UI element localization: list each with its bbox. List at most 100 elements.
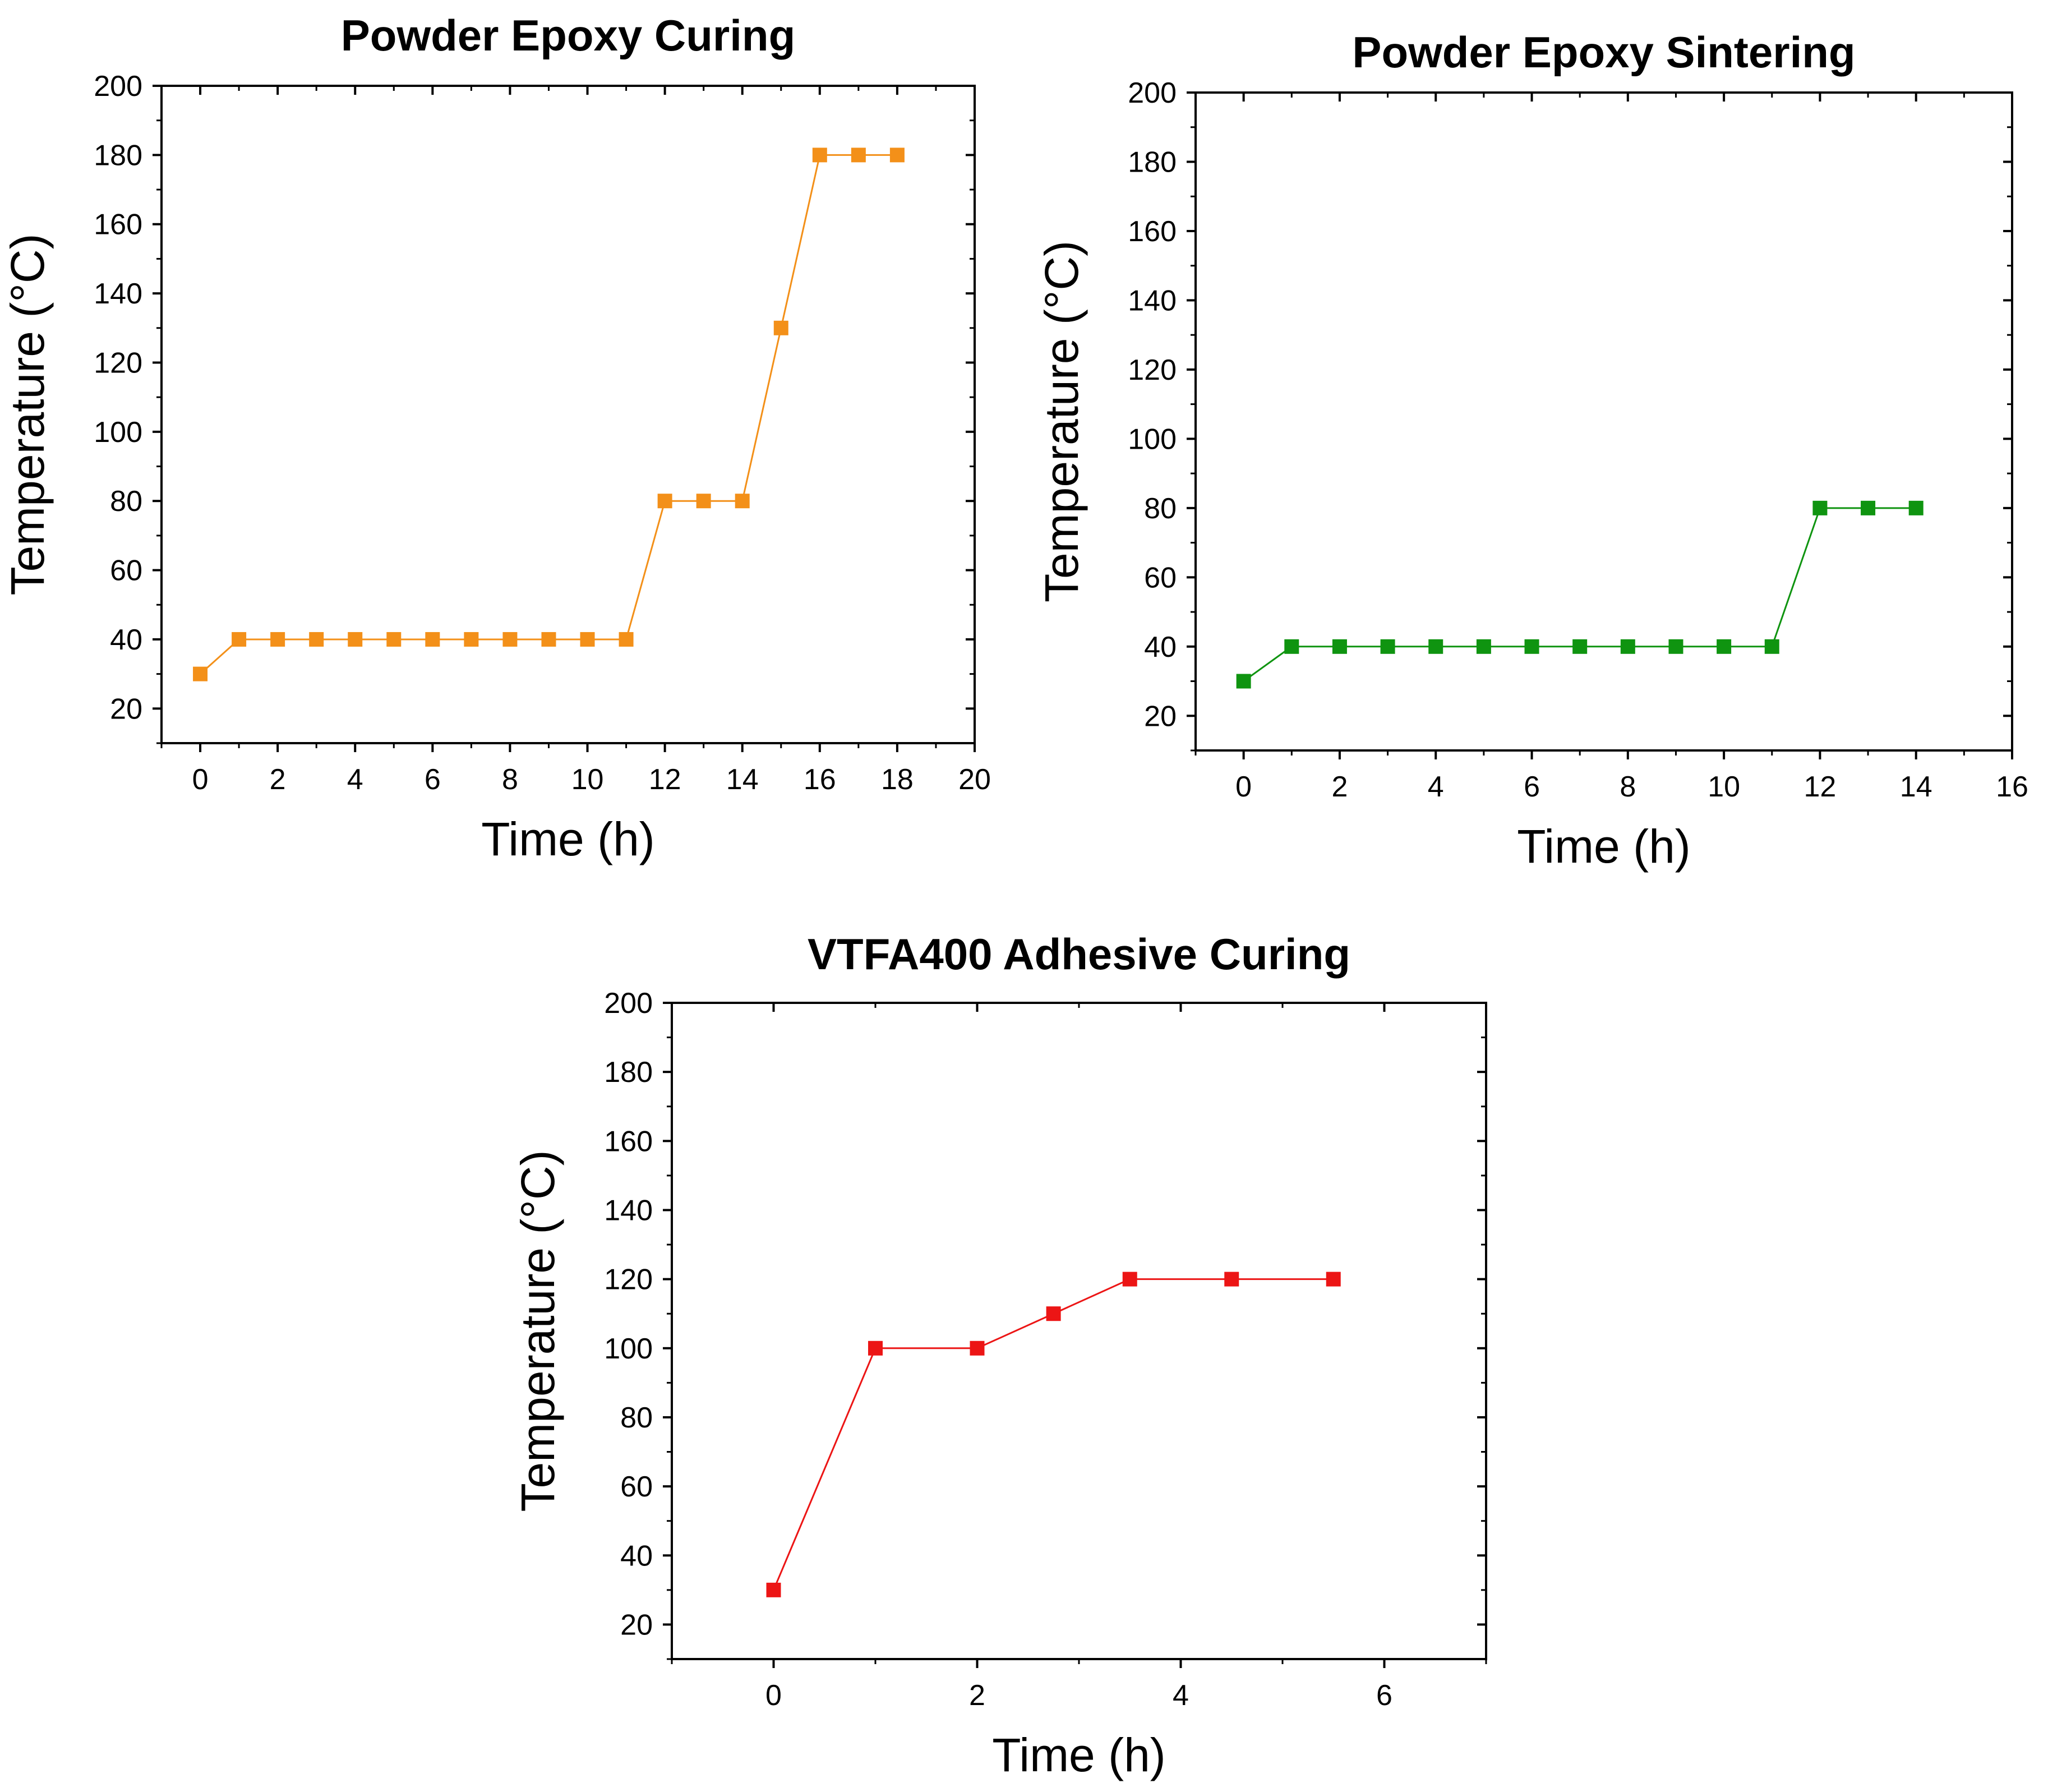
- y-tick-label: 120: [604, 1264, 653, 1296]
- y-axis-label: Temperature (°C): [511, 1150, 564, 1512]
- x-tick-label: 4: [1428, 771, 1444, 803]
- x-axis-label: Time (h): [481, 813, 655, 865]
- data-point-17h: [851, 148, 866, 163]
- chart-title: VTFA400 Adhesive Curing: [808, 929, 1350, 979]
- data-point-4h: [1428, 639, 1443, 654]
- x-tick-label: 8: [502, 763, 518, 796]
- data-point-13h: [1861, 500, 1876, 515]
- y-tick-label: 60: [110, 555, 142, 587]
- data-point-3h: [309, 632, 324, 647]
- y-axis-label: Temperature (°C): [1, 233, 54, 595]
- x-tick-label: 0: [192, 763, 209, 796]
- data-point-4h: [348, 632, 363, 647]
- data-point-0h: [1236, 674, 1251, 689]
- data-point-11h: [619, 632, 634, 647]
- data-point-15h: [773, 320, 788, 335]
- data-point-3-5h: [1122, 1272, 1137, 1287]
- data-point-8h: [502, 632, 518, 647]
- x-tick-label: 14: [726, 763, 759, 796]
- y-tick-label: 80: [1144, 492, 1177, 525]
- y-tick-label: 100: [604, 1333, 653, 1365]
- chart-powder-epoxy-curing: Powder Epoxy Curing 0 2 4 6 8 10 12 14 16 18 20 20 40…: [1, 11, 991, 865]
- data-point-0h: [193, 666, 208, 681]
- y-tick-label: 200: [1128, 77, 1177, 109]
- x-tick-label: 4: [347, 763, 363, 796]
- y-tick-label: 140: [604, 1194, 653, 1227]
- chart-title: Powder Epoxy Curing: [341, 11, 795, 60]
- x-tick-label: 6: [1524, 771, 1540, 803]
- x-tick-label: 14: [1900, 771, 1932, 803]
- data-point-14h: [1908, 500, 1924, 515]
- y-tick-label: 20: [110, 693, 142, 725]
- series-line: [1243, 507, 1916, 682]
- y-tick-label: 40: [620, 1540, 653, 1572]
- data-point-2-75h: [1046, 1306, 1061, 1321]
- y-tick-label: 180: [604, 1056, 653, 1089]
- data-point-18h: [889, 148, 905, 163]
- data-point-7h: [1572, 639, 1588, 654]
- y-tick-label: 100: [94, 416, 142, 449]
- data-point-9h: [1668, 639, 1683, 654]
- x-tick-label: 4: [1173, 1679, 1189, 1712]
- y-tick-label: 60: [620, 1471, 653, 1503]
- chart-vtfa400-adhesive-curing: VTFA400 Adhesive Curing 0 2 4 6 20 40 60 80 100 12…: [511, 929, 1487, 1781]
- y-tick-label: 160: [94, 209, 142, 241]
- data-point-9h: [541, 632, 556, 647]
- y-tick-label: 100: [1128, 423, 1177, 455]
- x-axis-label: Time (h): [992, 1729, 1166, 1781]
- y-tick-label: 160: [604, 1125, 653, 1158]
- data-point-2h: [970, 1340, 985, 1356]
- y-tick-label: 180: [94, 139, 142, 172]
- x-tick-label: 16: [804, 763, 836, 796]
- data-point-12h: [1812, 500, 1828, 515]
- data-point-4-5h: [1224, 1272, 1239, 1287]
- plot-frame: [671, 1002, 1487, 1660]
- data-point-0h: [766, 1582, 781, 1597]
- x-tick-label: 16: [1996, 771, 2028, 803]
- x-tick-label: 0: [765, 1679, 782, 1712]
- y-tick-label: 20: [1144, 700, 1177, 733]
- data-point-2h: [1332, 639, 1347, 654]
- data-point-10h: [580, 632, 595, 647]
- y-tick-label: 120: [1128, 354, 1177, 386]
- x-tick-label: 10: [1708, 771, 1740, 803]
- y-tick-label: 80: [620, 1402, 653, 1434]
- data-point-2h: [270, 632, 285, 647]
- data-point-11h: [1764, 639, 1779, 654]
- x-tick-label: 18: [881, 763, 914, 796]
- x-tick-label: 0: [1235, 771, 1252, 803]
- chart-powder-epoxy-sintering: Powder Epoxy Sintering 0 2 4 6 8 10 12 14 16 20 40 6…: [1035, 27, 2028, 873]
- y-tick-label: 20: [620, 1609, 653, 1641]
- plot-frame: [160, 85, 976, 744]
- x-tick-label: 2: [1331, 771, 1348, 803]
- y-tick-label: 200: [94, 70, 142, 103]
- x-tick-label: 2: [969, 1679, 985, 1712]
- data-point-16h: [812, 148, 827, 163]
- x-tick-label: 12: [1803, 771, 1836, 803]
- data-point-10h: [1717, 639, 1732, 654]
- x-axis-label: Time (h): [1517, 820, 1691, 873]
- y-tick-label: 40: [110, 624, 142, 656]
- data-point-6h: [425, 632, 440, 647]
- data-point-1h: [1284, 639, 1299, 654]
- x-tick-label: 20: [958, 763, 991, 796]
- data-point-5h: [1476, 639, 1491, 654]
- data-point-6h: [1524, 639, 1539, 654]
- chart-title: Powder Epoxy Sintering: [1352, 27, 1855, 77]
- data-point-8h: [1620, 639, 1635, 654]
- data-point-1h: [868, 1340, 883, 1356]
- data-point-12h: [657, 494, 672, 509]
- x-tick-label: 6: [425, 763, 441, 796]
- data-point-3h: [1380, 639, 1395, 654]
- y-tick-label: 180: [1128, 146, 1177, 178]
- y-tick-label: 160: [1128, 215, 1177, 248]
- plot-frame: [1194, 91, 2013, 752]
- x-tick-label: 8: [1620, 771, 1636, 803]
- y-tick-label: 60: [1144, 561, 1177, 594]
- series-line: [200, 154, 897, 675]
- y-tick-label: 140: [1128, 284, 1177, 317]
- x-tick-label: 6: [1376, 1679, 1392, 1712]
- data-point-13h: [696, 494, 711, 509]
- y-axis-label: Temperature (°C): [1035, 241, 1088, 602]
